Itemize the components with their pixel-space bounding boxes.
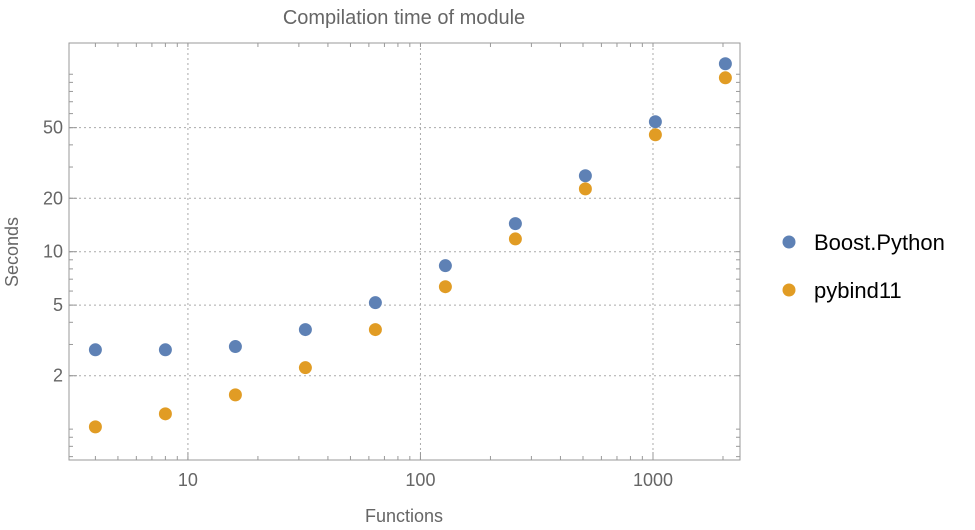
data-point-boost-python [298,323,312,337]
legend: Boost.Python pybind11 [782,230,945,303]
data-point-boost-python [158,343,172,357]
y-tick-label: 5 [53,295,63,315]
y-tick-label: 2 [53,366,63,386]
data-point-pybind11 [648,128,662,142]
data-point-pybind11 [578,182,592,196]
data-point-pybind11 [158,407,172,421]
data-point-pybind11 [508,232,522,246]
legend-marker [782,235,796,249]
y-axis-label: Seconds [2,217,22,287]
data-point-pybind11 [438,280,452,294]
data-point-pybind11 [368,323,382,337]
points [88,57,732,434]
y-tick-label: 20 [43,188,63,208]
x-tick-label: 100 [405,470,435,490]
data-point-boost-python [88,343,102,357]
legend-marker [782,283,796,297]
data-point-boost-python [718,57,732,71]
data-point-boost-python [648,115,662,129]
data-point-pybind11 [718,71,732,85]
legend-label: pybind11 [814,278,902,303]
data-point-pybind11 [228,388,242,402]
ticks: 10 100 1000 2 5 10 20 50 [43,43,740,490]
legend-label: Boost.Python [814,230,945,255]
y-tick-label: 10 [43,242,63,262]
data-point-boost-python [438,259,452,273]
data-point-pybind11 [298,361,312,375]
data-point-boost-python [228,340,242,354]
data-point-boost-python [578,169,592,183]
chart-title: Compilation time of module [283,7,525,29]
x-axis-label: Functions [365,506,443,525]
data-point-boost-python [508,217,522,231]
grid [69,43,740,460]
data-point-pybind11 [88,420,102,434]
x-tick-label: 10 [178,470,198,490]
x-tick-label: 1000 [633,470,673,490]
data-point-boost-python [368,296,382,310]
y-tick-label: 50 [43,118,63,138]
